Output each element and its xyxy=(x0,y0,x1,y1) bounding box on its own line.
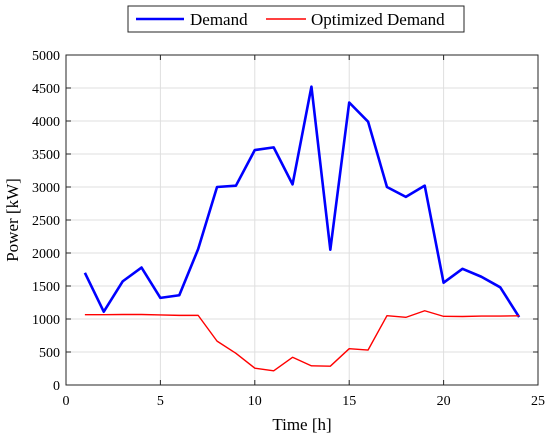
y-tick-label: 4500 xyxy=(32,82,60,97)
legend-label-optimized-demand: Optimized Demand xyxy=(311,10,445,29)
y-tick-label: 3500 xyxy=(32,148,60,163)
y-tick-label: 1500 xyxy=(32,280,60,295)
y-tick-label: 0 xyxy=(53,379,60,394)
x-tick-label: 15 xyxy=(342,394,356,409)
y-tick-label: 2000 xyxy=(32,247,60,262)
x-tick-label: 25 xyxy=(531,394,545,409)
legend-label-demand: Demand xyxy=(190,10,248,29)
y-tick-label: 500 xyxy=(39,346,60,361)
y-tick-label: 4000 xyxy=(32,115,60,130)
x-tick-label: 5 xyxy=(157,394,164,409)
y-tick-label: 5000 xyxy=(32,49,60,64)
y-tick-label: 2500 xyxy=(32,214,60,229)
y-tick-label: 1000 xyxy=(32,313,60,328)
y-tick-label: 3000 xyxy=(32,181,60,196)
x-tick-label: 10 xyxy=(248,394,262,409)
y-axis-label: Power [kW] xyxy=(3,178,22,262)
x-tick-label: 20 xyxy=(437,394,451,409)
legend: Demand Optimized Demand xyxy=(128,6,464,32)
x-axis-label: Time [h] xyxy=(272,415,331,434)
x-tick-label: 0 xyxy=(63,394,70,409)
